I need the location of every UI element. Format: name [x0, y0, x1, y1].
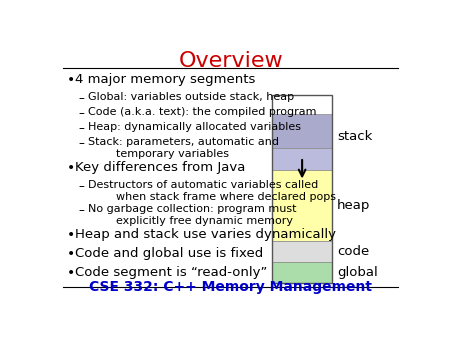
Text: –: –: [79, 92, 85, 105]
Text: heap: heap: [337, 199, 370, 212]
Text: –: –: [79, 122, 85, 135]
Text: •: •: [67, 247, 75, 261]
Text: •: •: [67, 266, 75, 280]
Text: –: –: [79, 180, 85, 193]
Text: global: global: [337, 266, 378, 279]
Text: stack: stack: [337, 130, 372, 143]
Text: •: •: [67, 228, 75, 242]
Text: Global: variables outside stack, heap: Global: variables outside stack, heap: [88, 92, 294, 102]
Text: 4 major memory segments: 4 major memory segments: [76, 73, 256, 86]
Text: Heap and stack use varies dynamically: Heap and stack use varies dynamically: [76, 228, 337, 241]
Text: Stack: parameters, automatic and
        temporary variables: Stack: parameters, automatic and tempora…: [88, 137, 279, 159]
Text: Destructors of automatic variables called
        when stack frame where declare: Destructors of automatic variables calle…: [88, 180, 336, 201]
Bar: [273, 262, 332, 283]
Text: Heap: dynamically allocated variables: Heap: dynamically allocated variables: [88, 122, 301, 132]
Text: code: code: [337, 245, 369, 258]
Text: Code segment is “read-only”: Code segment is “read-only”: [76, 266, 268, 279]
Bar: [273, 170, 332, 241]
Text: Key differences from Java: Key differences from Java: [76, 161, 246, 174]
Text: –: –: [79, 107, 85, 120]
Bar: [273, 95, 332, 283]
Bar: [273, 148, 332, 170]
Text: •: •: [67, 73, 75, 87]
Bar: [273, 241, 332, 262]
Text: Code and global use is fixed: Code and global use is fixed: [76, 247, 264, 260]
Text: No garbage collection: program must
        explicitly free dynamic memory: No garbage collection: program must expl…: [88, 204, 296, 226]
Bar: [273, 114, 332, 148]
Text: Code (a.k.a. text): the compiled program: Code (a.k.a. text): the compiled program: [88, 107, 316, 117]
Text: CSE 332: C++ Memory Management: CSE 332: C++ Memory Management: [89, 280, 372, 294]
Text: Overview: Overview: [178, 51, 283, 71]
Text: –: –: [79, 204, 85, 217]
Text: •: •: [67, 161, 75, 175]
Text: –: –: [79, 137, 85, 150]
